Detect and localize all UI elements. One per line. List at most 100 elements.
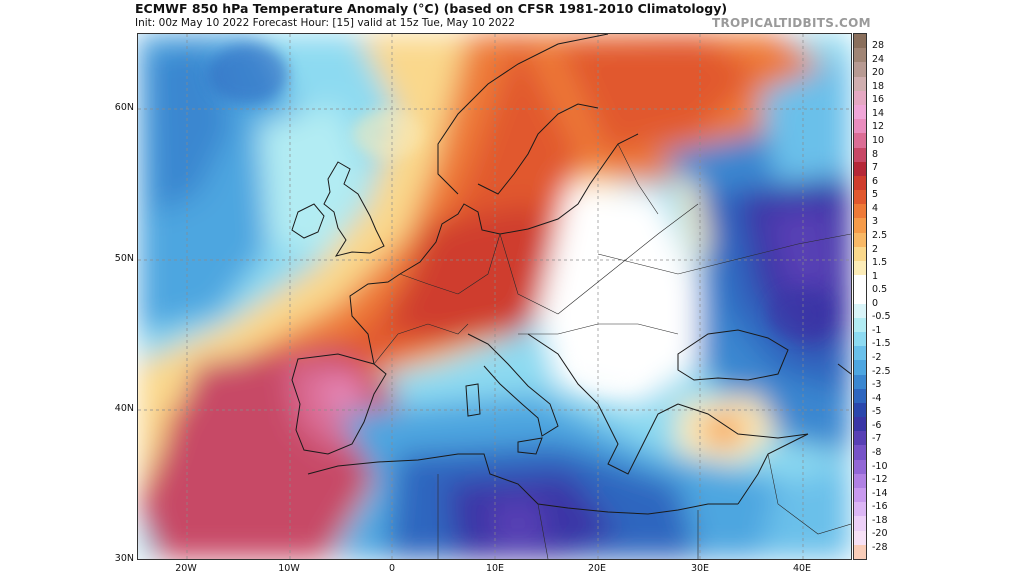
colorbar-label: -1.5 xyxy=(872,338,891,350)
colorbar-segment xyxy=(854,275,866,290)
coast-sweden xyxy=(477,103,599,195)
border-germany-poland xyxy=(457,233,501,295)
colorbar-label: 7 xyxy=(872,162,879,174)
colorbar-segment xyxy=(854,388,866,404)
colorbar-segment xyxy=(854,104,866,120)
border-finland-russia xyxy=(617,143,659,215)
colorbar-label: -2.5 xyxy=(872,365,891,377)
coast-ireland xyxy=(291,203,325,239)
colorbar-segment xyxy=(854,289,866,305)
border-france-italy xyxy=(427,323,469,335)
colorbar-segment xyxy=(854,218,866,234)
border-poland-east xyxy=(499,233,559,315)
colorbar-label: -0.5 xyxy=(872,311,891,323)
lon-label-10w: 10W xyxy=(278,563,300,574)
colorbar-segment xyxy=(854,502,866,517)
colorbar-label: -6 xyxy=(872,419,882,431)
colorbar-segment xyxy=(854,48,866,63)
coast-north-sea xyxy=(399,203,501,275)
colorbar-segment xyxy=(854,303,866,319)
colorbar-label: -1 xyxy=(872,324,882,336)
colorbar-segment xyxy=(854,488,866,503)
lat-label-40n: 40N xyxy=(114,403,134,414)
colorbar-label: 28 xyxy=(872,40,885,51)
colorbar-segment xyxy=(854,161,866,177)
colorbar-segment xyxy=(854,232,866,248)
coast-italy xyxy=(467,333,559,437)
coast-north-africa xyxy=(307,453,738,515)
border-balkans xyxy=(518,323,679,335)
lat-label-60n: 60N xyxy=(114,102,134,113)
colorbar-segment xyxy=(854,331,866,347)
colorbar-segment xyxy=(854,204,866,219)
colorbar-label: 10 xyxy=(872,134,885,146)
colorbar-label: -16 xyxy=(872,501,888,513)
colorbar-label: -7 xyxy=(872,433,882,445)
colorbar-segment xyxy=(854,246,866,262)
coast-baltic xyxy=(499,133,639,235)
colorbar-segment xyxy=(854,374,866,390)
colorbar-label: -20 xyxy=(872,528,888,540)
colorbar-segment xyxy=(854,34,866,49)
colorbar-segment xyxy=(854,360,866,376)
lat-label-50n: 50N xyxy=(114,253,134,264)
colorbar-label: 14 xyxy=(872,107,885,119)
map-subtitle: Init: 00z May 10 2022 Forecast Hour: [15… xyxy=(135,17,515,29)
border-eastern-europe xyxy=(597,233,851,275)
colorbar-label: 16 xyxy=(872,94,885,106)
border-france-germany xyxy=(399,273,459,295)
anomaly-map xyxy=(137,33,852,560)
colorbar-label: -18 xyxy=(872,514,888,526)
colorbar-label: 0 xyxy=(872,297,879,309)
border-spain-france xyxy=(373,323,429,365)
lon-label-0: 0 xyxy=(388,563,396,574)
colorbar-label: -2 xyxy=(872,352,882,364)
colorbar-label: -14 xyxy=(872,487,888,499)
colorbar-segment xyxy=(854,261,866,276)
colorbar-label: -4 xyxy=(872,392,882,404)
coast-balkans xyxy=(527,333,679,475)
colorbar-segment xyxy=(854,62,866,78)
brand-watermark[interactable]: TROPICALTIDBITS.COM xyxy=(712,16,871,30)
colorbar-label: 2.5 xyxy=(872,229,888,241)
colorbar-segment xyxy=(854,544,866,560)
lon-label-10e: 10E xyxy=(485,563,505,574)
border-central-europe xyxy=(557,203,699,315)
colorbar-segment xyxy=(854,119,866,134)
colorbar-segment xyxy=(854,530,866,546)
graticule xyxy=(138,34,851,559)
colorbar-segment xyxy=(854,147,866,163)
borders xyxy=(373,143,851,559)
colorbar-label: -10 xyxy=(872,460,888,472)
colorbar-segment xyxy=(854,473,866,489)
colorbar-segment xyxy=(854,445,866,461)
colorbar-segment xyxy=(854,516,866,532)
colorbar-segment xyxy=(854,317,866,333)
colorbar-label: 0.5 xyxy=(872,284,888,296)
colorbar-label: -3 xyxy=(872,379,882,391)
colorbar-segment xyxy=(854,76,866,92)
colorbar-label: 8 xyxy=(872,148,879,160)
colorbar-label: 12 xyxy=(872,121,885,133)
colorbar-segment xyxy=(854,431,866,446)
colorbar-label: 1.5 xyxy=(872,257,888,269)
colorbar-segment xyxy=(854,190,866,205)
colorbar-segment xyxy=(854,175,866,191)
colorbar-label: -12 xyxy=(872,474,888,486)
lon-label-20e: 20E xyxy=(587,563,607,574)
colorbar-label: 4 xyxy=(872,202,879,214)
colorbar-label: -28 xyxy=(872,542,888,553)
border-middle-east xyxy=(767,453,851,535)
colorbar-segment xyxy=(854,133,866,148)
lon-label-40e: 40E xyxy=(792,563,812,574)
colorbar-label: 18 xyxy=(872,80,885,92)
coast-scandinavia xyxy=(437,34,609,195)
coast-levant xyxy=(737,433,809,505)
coast-sicily xyxy=(517,437,543,455)
colorbar-label: 5 xyxy=(872,189,879,201)
lon-label-20w: 20W xyxy=(175,563,197,574)
coast-caspian xyxy=(837,363,851,375)
coast-sardinia xyxy=(465,383,481,417)
colorbar-label: -5 xyxy=(872,406,882,418)
colorbar-label: 24 xyxy=(872,53,885,65)
